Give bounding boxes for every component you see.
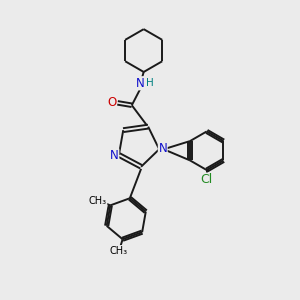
Text: N: N [110,149,119,162]
Text: Cl: Cl [201,173,213,186]
Text: N: N [136,77,145,90]
Text: O: O [107,96,116,110]
Text: CH₃: CH₃ [110,245,128,256]
Text: N: N [158,142,167,155]
Text: CH₃: CH₃ [89,196,107,206]
Text: H: H [146,78,154,88]
